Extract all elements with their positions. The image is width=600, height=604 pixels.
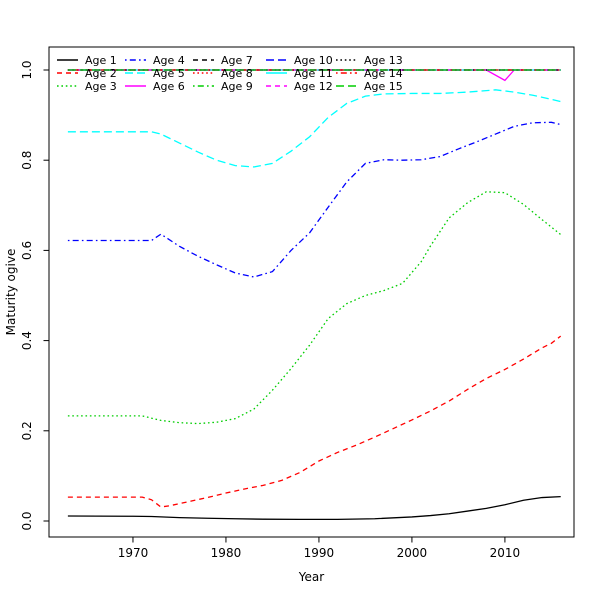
legend-label-age-8: Age 8 <box>221 67 253 80</box>
legend-label-age-2: Age 2 <box>85 67 117 80</box>
legend-label-age-12: Age 12 <box>294 80 333 93</box>
series-line-age-5 <box>67 89 561 168</box>
y-axis-tick-label: 0.2 <box>20 421 34 440</box>
x-axis-tick-label: 2000 <box>397 546 428 560</box>
legend-label-age-3: Age 3 <box>85 80 117 93</box>
legend-label-age-7: Age 7 <box>221 54 253 67</box>
legend-label-age-14: Age 14 <box>364 67 403 80</box>
series-line-age-2 <box>67 335 562 508</box>
legend-label-age-13: Age 13 <box>364 54 403 67</box>
y-axis-tick-label: 0.4 <box>20 331 34 350</box>
y-axis-tick-label: 1.0 <box>20 60 34 79</box>
y-axis-title: Maturity ogive <box>4 249 18 336</box>
series-line-age-3 <box>67 191 562 425</box>
y-axis-tick-label: 0.0 <box>20 511 34 530</box>
y-axis-tick-label: 0.6 <box>20 241 34 260</box>
x-axis-title: Year <box>298 570 324 584</box>
legend-label-age-5: Age 5 <box>153 67 185 80</box>
x-axis-tick-label: 1990 <box>304 546 335 560</box>
legend-label-age-6: Age 6 <box>153 80 185 93</box>
y-axis-tick-label: 0.8 <box>20 151 34 170</box>
series-line-age-1 <box>67 495 561 521</box>
legend-label-age-15: Age 15 <box>364 80 403 93</box>
legend-label-age-11: Age 11 <box>294 67 333 80</box>
legend-label-age-9: Age 9 <box>221 80 253 93</box>
plot-border <box>48 46 575 538</box>
legend-label-age-10: Age 10 <box>294 54 333 67</box>
x-axis-tick-label: 2010 <box>490 546 521 560</box>
x-axis-tick-label: 1980 <box>211 546 242 560</box>
legend-label-age-1: Age 1 <box>85 54 117 67</box>
x-axis-tick-label: 1970 <box>118 546 149 560</box>
series-line-age-4 <box>67 121 561 278</box>
legend-label-age-4: Age 4 <box>153 54 185 67</box>
